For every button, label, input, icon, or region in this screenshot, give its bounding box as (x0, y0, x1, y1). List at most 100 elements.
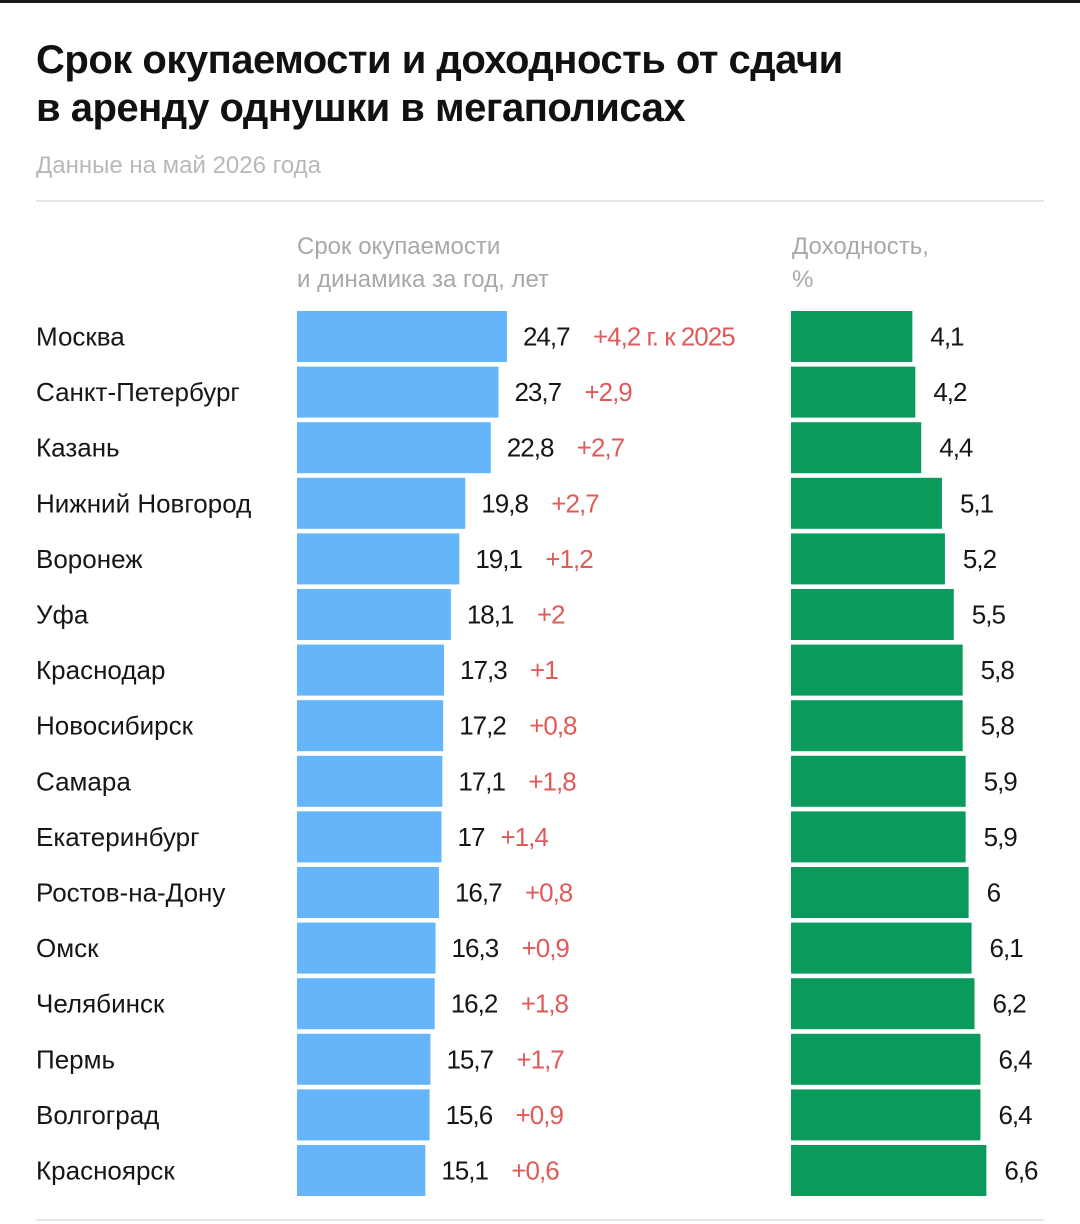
payback-value-label: 17,3 (460, 655, 507, 685)
yield-bar (791, 700, 963, 752)
payback-bar (297, 1033, 431, 1085)
yield-bar (791, 978, 975, 1030)
payback-bar (297, 366, 499, 418)
payback-change-label: +2,7 (551, 488, 599, 518)
yield-bar (791, 477, 942, 529)
payback-bar (297, 978, 435, 1030)
payback-bar (297, 477, 466, 529)
yield-value-label: 6,1 (990, 933, 1024, 963)
city-label: Казань (36, 433, 120, 463)
payback-bar (297, 811, 442, 863)
payback-value-label: 15,6 (446, 1100, 493, 1130)
payback-bar (297, 1145, 426, 1196)
payback-value-label: 19,8 (481, 488, 528, 518)
payback-change-label: +1,8 (528, 766, 576, 796)
payback-bar (297, 644, 445, 696)
payback-value-label: 17,2 (459, 711, 506, 741)
yield-bar (791, 867, 969, 918)
yield-value-label: 4,1 (930, 322, 964, 352)
payback-change-label: +0,6 (511, 1156, 559, 1186)
yield-bar (791, 1145, 987, 1196)
payback-bar (297, 533, 460, 585)
yield-value-label: 5,8 (981, 711, 1015, 741)
payback-bar (297, 700, 444, 752)
yield-value-label: 6,2 (993, 989, 1027, 1019)
chart-title: Срок окупаемости и доходность от сдачи в… (36, 36, 1036, 132)
payback-change-label: +2,7 (577, 433, 625, 463)
payback-value-label: 17 (458, 822, 485, 852)
city-label: Уфа (36, 600, 89, 630)
payback-bar (297, 755, 443, 807)
payback-change-label: +0,8 (525, 878, 573, 908)
yield-bar (791, 366, 916, 418)
yield-value-label: 6,4 (998, 1044, 1032, 1074)
payback-value-label: 22,8 (507, 433, 554, 463)
city-label: Волгоград (36, 1100, 159, 1130)
yield-header-line-1: Доходность, (792, 233, 929, 260)
payback-change-label: +0,9 (522, 933, 570, 963)
yield-value-label: 4,4 (939, 433, 973, 463)
payback-value-label: 19,1 (475, 544, 522, 574)
city-label: Красноярск (36, 1156, 175, 1186)
bottom-rule (36, 1219, 1044, 1221)
payback-bar (297, 422, 491, 474)
payback-column-header: Срок окупаемости и динамика за год, лет (297, 230, 549, 296)
payback-value-label: 15,7 (446, 1044, 493, 1074)
payback-change-label: +1,4 (501, 822, 549, 852)
city-label: Новосибирск (36, 711, 194, 741)
city-label: Воронеж (36, 544, 143, 574)
payback-bar (297, 311, 507, 362)
payback-change-label: +2,9 (584, 377, 632, 407)
yield-value-label: 4,2 (933, 377, 967, 407)
payback-bar (297, 1089, 430, 1141)
yield-bar (791, 589, 954, 640)
city-label: Москва (36, 322, 125, 352)
city-label: Самара (36, 766, 131, 796)
payback-value-label: 15,1 (441, 1156, 488, 1186)
yield-value-label: 5,2 (963, 544, 997, 574)
payback-change-label: +0,9 (516, 1100, 564, 1130)
yield-value-label: 5,1 (960, 488, 994, 518)
payback-value-label: 17,1 (458, 766, 505, 796)
payback-value-label: 16,7 (455, 878, 502, 908)
yield-value-label: 6,6 (1004, 1156, 1038, 1186)
payback-value-label: 24,7 (523, 322, 570, 352)
payback-header-line-2: и динамика за год, лет (297, 266, 549, 293)
yield-bar (791, 1033, 981, 1085)
yield-bar (791, 311, 913, 362)
payback-value-label: 23,7 (514, 377, 561, 407)
city-label: Нижний Новгород (36, 488, 251, 518)
chart-subtitle: Данные на май 2026 года (36, 152, 322, 179)
payback-bar (297, 589, 451, 640)
payback-bar (297, 867, 439, 918)
payback-change-label: +0,8 (529, 711, 577, 741)
payback-value-label: 18,1 (467, 600, 514, 630)
payback-change-label: +1,7 (516, 1044, 564, 1074)
yield-bar (791, 811, 966, 863)
payback-value-label: 16,3 (452, 933, 499, 963)
yield-bar (791, 922, 972, 974)
payback-value-label: 16,2 (451, 989, 498, 1019)
yield-value-label: 5,9 (984, 766, 1018, 796)
city-label: Пермь (36, 1044, 115, 1074)
city-label: Омск (36, 933, 99, 963)
city-label: Ростов-на-Дону (36, 878, 225, 908)
payback-change-label: +4,2 г. к 2025 (593, 322, 735, 352)
yield-value-label: 6,4 (998, 1100, 1032, 1130)
yield-value-label: 5,8 (981, 655, 1015, 685)
yield-bar (791, 533, 945, 585)
top-rule (0, 0, 1080, 3)
city-label: Екатеринбург (36, 822, 200, 852)
city-label: Санкт-Петербург (36, 377, 240, 407)
payback-bar (297, 922, 436, 974)
yield-bar (791, 644, 963, 696)
payback-change-label: +1 (530, 655, 558, 685)
yield-column-header: Доходность, % (792, 230, 929, 296)
city-label: Челябинск (36, 989, 165, 1019)
title-line-2: в аренду однушки в мегаполисах (36, 86, 686, 130)
yield-bar (791, 755, 966, 807)
header-divider (36, 200, 1044, 202)
payback-change-label: +1,8 (521, 989, 569, 1019)
yield-bar (791, 1089, 981, 1141)
yield-value-label: 5,5 (972, 600, 1006, 630)
